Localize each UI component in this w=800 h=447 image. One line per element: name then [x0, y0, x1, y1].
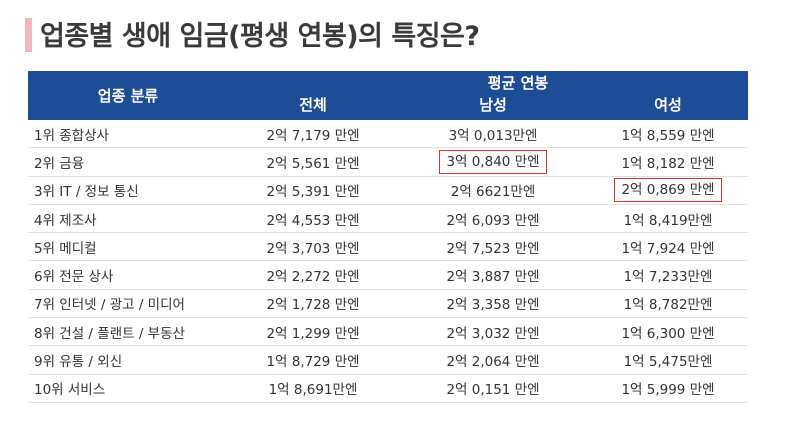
header-total: 전체 — [228, 94, 398, 120]
row-male: 2억 6,093 만엔 — [398, 204, 588, 234]
row-total: 2억 1,728 만엔 — [228, 289, 398, 319]
header-female: 여성 — [588, 94, 748, 120]
row-female: 1억 7,233만엔 — [588, 260, 748, 290]
row-male: 3억 0,840 만엔 — [398, 147, 588, 177]
table-row: 10위 서비스 1억 8,691만엔 2억 0,151 만엔 1억 5,999 … — [28, 374, 748, 403]
row-industry: 2위 금융 — [28, 147, 228, 177]
header-average-label: 평균 연봉 — [487, 74, 549, 92]
row-total: 2억 7,179 만엔 — [228, 120, 398, 149]
row-industry: 5위 메디컬 — [28, 232, 228, 262]
row-male: 2억 2,064 만엔 — [398, 345, 588, 375]
table-row: 8위 건설 / 플랜트 / 부동산 2억 1,299 만엔 2억 3,032 만… — [28, 317, 748, 347]
row-male: 2억 3,358 만엔 — [398, 289, 588, 319]
table-row: 5위 메디컬 2억 3,703 만엔 2억 7,523 만엔 1억 7,924 … — [28, 232, 748, 262]
page-title: 업종별 생애 임금(평생 연봉)의 특징은? — [40, 21, 480, 52]
row-industry: 7위 인터넷 / 광고 / 미디어 — [28, 289, 228, 319]
row-total: 2억 5,391 만엔 — [228, 176, 398, 205]
row-female: 1억 8,419만엔 — [588, 204, 748, 234]
title-accent-bar — [25, 18, 32, 52]
table-row: 3위 IT / 정보 통신 2억 5,391 만엔 2억 6621만엔 2억 0… — [28, 176, 748, 205]
row-male: 2억 7,523 만엔 — [398, 232, 588, 262]
table-row: 2위 금융 2억 5,561 만엔 3억 0,840 만엔 1억 8,182 만… — [28, 147, 748, 177]
row-industry: 9위 유통 / 외신 — [28, 345, 228, 375]
row-female: 1억 5,999 만엔 — [588, 374, 748, 403]
row-total: 1억 8,691만엔 — [228, 374, 398, 403]
table-row: 7위 인터넷 / 광고 / 미디어 2억 1,728 만엔 2억 3,358 만… — [28, 289, 748, 319]
row-male: 3억 0,013만엔 — [398, 120, 588, 149]
row-male: 2억 0,151 만엔 — [398, 374, 588, 403]
row-industry: 6위 전문 상사 — [28, 260, 228, 290]
row-industry: 8위 건설 / 플랜트 / 부동산 — [28, 317, 228, 347]
table-row: 4위 제조사 2억 4,553 만엔 2억 6,093 만엔 1억 8,419만… — [28, 204, 748, 234]
row-male: 2억 3,032 만엔 — [398, 317, 588, 347]
row-total: 2억 2,272 만엔 — [228, 260, 398, 290]
table-row: 9위 유통 / 외신 1억 8,729 만엔 2억 2,064 만엔 1억 5,… — [28, 345, 748, 375]
row-female: 1억 8,559 만엔 — [588, 120, 748, 149]
row-female: 1억 8,182 만엔 — [588, 147, 748, 177]
row-female: 1억 5,475만엔 — [588, 345, 748, 375]
highlight-box: 2억 0,869 만엔 — [614, 178, 722, 203]
header-category: 업종 분류 — [28, 71, 228, 120]
row-industry: 1위 종합상사 — [28, 120, 228, 149]
row-female: 1억 6,300 만엔 — [588, 317, 748, 347]
row-total: 2억 5,561 만엔 — [228, 147, 398, 177]
row-female: 2억 0,869 만엔 — [588, 176, 748, 205]
salary-table: 업종 분류 평균 연봉 전체 남성 여성 1위 종합상사 2억 7,179 만엔… — [28, 71, 748, 403]
row-male: 2억 3,887 만엔 — [398, 260, 588, 290]
row-industry: 10위 서비스 — [28, 374, 228, 403]
header-male: 남성 — [398, 94, 588, 120]
row-total: 2억 3,703 만엔 — [228, 232, 398, 262]
row-male: 2억 6621만엔 — [398, 176, 588, 205]
table-row: 6위 전문 상사 2억 2,272 만엔 2억 3,887 만엔 1억 7,23… — [28, 260, 748, 290]
header-empty — [228, 71, 398, 94]
table-row: 1위 종합상사 2억 7,179 만엔 3억 0,013만엔 1억 8,559 … — [28, 120, 748, 149]
row-industry: 3위 IT / 정보 통신 — [28, 176, 228, 205]
highlight-box: 3억 0,840 만엔 — [439, 149, 547, 174]
header-average: 평균 연봉 — [398, 71, 748, 94]
row-total: 2억 4,553 만엔 — [228, 204, 398, 234]
row-industry: 4위 제조사 — [28, 204, 228, 234]
row-total: 2억 1,299 만엔 — [228, 317, 398, 347]
row-female: 1억 8,782만엔 — [588, 289, 748, 319]
row-female: 1억 7,924 만엔 — [588, 232, 748, 262]
row-total: 1억 8,729 만엔 — [228, 345, 398, 375]
